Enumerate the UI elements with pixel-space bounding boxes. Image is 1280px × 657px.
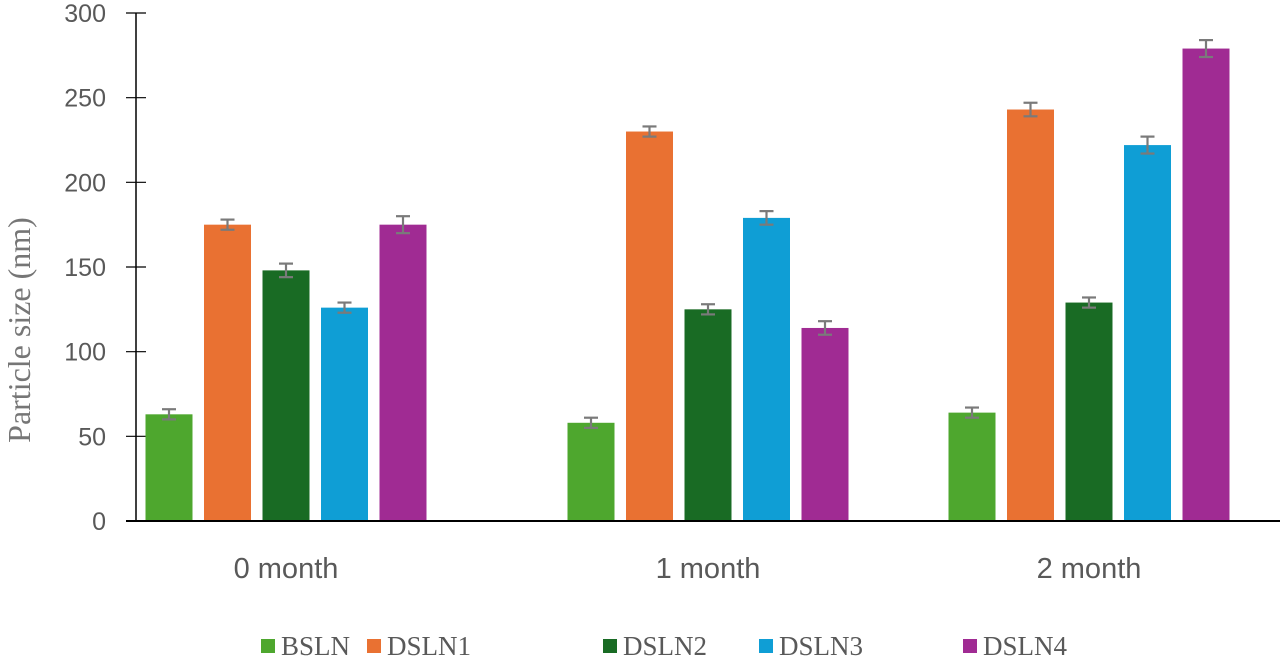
legend-item: DSLN2 — [603, 631, 707, 657]
error-bar — [337, 301, 352, 314]
y-tick-label: 300 — [64, 0, 106, 28]
error-bar — [759, 210, 774, 226]
legend-label: DSLN2 — [623, 631, 707, 657]
bar — [262, 270, 310, 521]
y-tick-label: 200 — [64, 169, 106, 197]
legend-label: BSLN — [281, 631, 350, 657]
y-tick-label: 100 — [64, 339, 106, 367]
legend-item: DSLN4 — [963, 631, 1068, 657]
legend-label: DSLN4 — [983, 631, 1068, 657]
error-bar — [162, 408, 176, 421]
y-axis: 0 50 100 150 200 250 300 — [64, 0, 146, 536]
error-bar — [701, 303, 715, 316]
error-bar — [584, 416, 598, 429]
legend-swatch — [963, 639, 977, 653]
y-tick-label: 0 — [92, 508, 106, 536]
legend-swatch — [759, 639, 773, 653]
bar — [801, 327, 849, 521]
bar — [743, 217, 790, 522]
y-tick-label: 250 — [64, 85, 106, 113]
legend-swatch — [603, 639, 617, 653]
bar — [1065, 302, 1113, 521]
bar-group: 1 month — [567, 125, 849, 585]
legend-item: DSLN3 — [759, 631, 863, 657]
bar — [626, 131, 673, 522]
error-bar — [1199, 38, 1213, 59]
bar — [948, 412, 996, 521]
bar — [204, 224, 251, 521]
error-bar — [1140, 135, 1155, 155]
error-bar — [396, 215, 410, 235]
y-axis-title: Particle size (nm) — [1, 217, 37, 443]
bar-group: 0 month — [145, 215, 427, 585]
x-category-label: 0 month — [234, 553, 339, 585]
error-bar — [818, 320, 832, 336]
y-tick-label: 150 — [64, 254, 106, 282]
bar — [1007, 109, 1054, 522]
legend-item: DSLN1 — [367, 631, 471, 657]
x-category-label: 1 month — [656, 553, 761, 585]
bar — [1182, 48, 1230, 522]
bar-group: 2 month — [948, 38, 1230, 585]
bars: 0 month 1 month 2 month — [145, 38, 1230, 585]
error-bar — [965, 406, 979, 419]
legend: BSLN DSLN1 DSLN2 DSLN3 DSLN4 — [261, 631, 1068, 657]
bar — [1124, 145, 1171, 521]
legend-swatch — [261, 639, 275, 653]
error-bar — [279, 262, 293, 279]
bar — [145, 414, 193, 521]
error-bar — [1023, 101, 1038, 118]
error-bar — [1082, 296, 1096, 309]
y-tick-label: 50 — [78, 423, 106, 451]
bar — [321, 307, 368, 521]
bar — [684, 309, 732, 521]
legend-item: BSLN — [261, 631, 350, 657]
legend-swatch — [367, 639, 381, 653]
error-bar — [642, 125, 657, 138]
error-bar — [220, 218, 235, 231]
legend-label: DSLN1 — [387, 631, 471, 657]
bar — [567, 422, 615, 521]
legend-label: DSLN3 — [779, 631, 863, 657]
bar — [379, 224, 427, 521]
x-category-label: 2 month — [1037, 553, 1142, 585]
